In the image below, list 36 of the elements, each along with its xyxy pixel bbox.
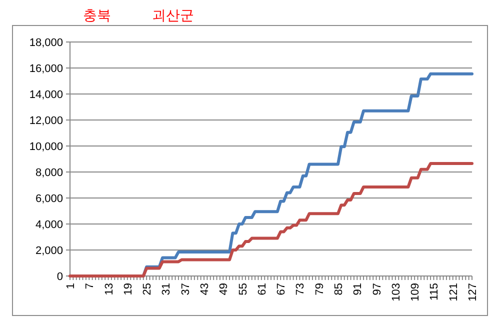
x-tick-label: 121 [448,283,460,302]
x-tick-label: 91 [352,283,364,296]
x-tick-label: 61 [256,283,268,296]
x-tick-label: 19 [122,283,134,296]
y-tick-label: 0 [56,271,63,283]
y-tick-label: 10,000 [29,141,63,153]
x-tick-label: 109 [410,283,422,302]
x-tick-label: 127 [467,283,479,302]
x-tick-label: 37 [180,283,192,296]
x-tick-label: 103 [390,283,402,302]
x-tick-label: 13 [103,283,116,296]
x-tick-label: 55 [237,283,250,296]
x-tick-label: 49 [218,283,230,296]
x-tick-label: 79 [314,283,326,296]
y-tick-label: 18,000 [29,37,63,49]
y-tick-label: 4,000 [35,219,63,231]
x-tick-label: 115 [428,283,441,301]
y-tick-label: 8,000 [35,167,63,179]
x-tick-label: 97 [371,283,384,296]
text: 충북 [83,7,111,23]
x-tick-label: 31 [160,283,173,296]
x-tick-label: 1 [65,283,77,290]
y-tick-label: 6,000 [35,193,63,205]
x-tick-label: 7 [84,283,96,290]
x-tick-label: 25 [142,283,154,296]
y-tick-label: 12,000 [29,115,63,127]
x-tick-label: 73 [294,283,307,296]
y-tick-label: 14,000 [29,89,63,101]
x-tick-label: 85 [333,283,345,296]
text: 괴산군 [152,7,194,23]
line-series [142,72,474,278]
x-tick-label: 67 [276,283,288,296]
y-tick-label: 16,000 [29,63,63,75]
x-tick-label: 43 [199,283,211,296]
y-tick-label: 2,000 [35,245,63,257]
line-series [68,162,474,278]
